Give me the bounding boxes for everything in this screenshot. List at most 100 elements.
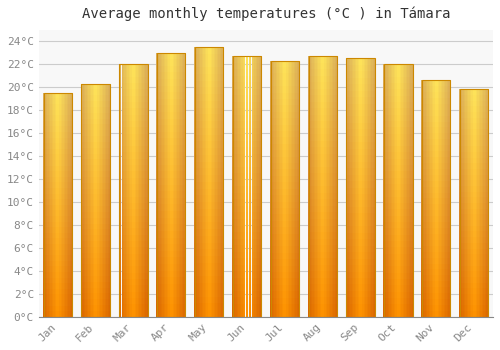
Bar	[174, 198, 176, 204]
Bar	[483, 175, 484, 180]
Bar	[466, 152, 468, 158]
Bar	[288, 118, 290, 125]
Bar	[441, 234, 442, 240]
Bar	[180, 85, 182, 92]
Bar	[129, 108, 130, 114]
Bar	[358, 188, 359, 194]
Bar	[360, 246, 362, 252]
Bar	[88, 84, 90, 89]
Bar	[164, 79, 166, 85]
Bar	[374, 168, 376, 175]
Bar	[97, 159, 98, 165]
Bar	[360, 214, 362, 220]
Bar	[220, 222, 221, 229]
Bar	[212, 74, 214, 80]
Bar	[196, 67, 197, 74]
Bar	[364, 291, 365, 298]
Bar	[288, 266, 290, 272]
Bar	[285, 118, 286, 125]
Bar	[432, 175, 434, 181]
Bar	[174, 59, 176, 66]
Bar	[56, 110, 58, 115]
Bar	[272, 144, 273, 150]
Bar	[134, 279, 135, 285]
Bar	[106, 282, 108, 288]
Bar	[66, 238, 68, 244]
Bar	[164, 224, 166, 231]
Bar	[209, 229, 210, 236]
Bar	[174, 218, 176, 224]
Bar	[291, 80, 292, 86]
Bar	[460, 197, 462, 203]
Bar	[254, 69, 256, 76]
Bar	[84, 200, 85, 206]
Bar	[124, 222, 126, 228]
Bar	[242, 76, 244, 82]
Bar	[282, 131, 284, 138]
Bar	[68, 93, 70, 98]
Bar	[388, 108, 390, 114]
Bar	[100, 124, 102, 130]
Bar	[50, 300, 51, 306]
Bar	[274, 99, 276, 105]
Bar	[362, 310, 364, 317]
Bar	[321, 167, 322, 173]
Bar	[336, 128, 338, 134]
Bar	[91, 276, 92, 282]
Bar	[248, 115, 250, 121]
Bar	[447, 246, 448, 252]
Bar	[58, 194, 59, 199]
Bar	[246, 63, 247, 69]
Bar	[286, 246, 288, 253]
Bar	[196, 107, 197, 114]
Bar	[164, 92, 166, 99]
Bar	[327, 89, 328, 95]
Bar	[128, 203, 129, 209]
Bar	[286, 310, 288, 317]
Bar	[432, 204, 434, 210]
Bar	[294, 125, 296, 131]
Bar	[336, 187, 338, 193]
Bar	[371, 278, 372, 285]
Bar	[402, 247, 403, 254]
Bar	[441, 187, 442, 193]
Bar	[448, 198, 450, 204]
Bar	[214, 121, 215, 128]
Bar	[408, 108, 409, 114]
Bar	[391, 216, 392, 222]
Bar	[161, 198, 162, 204]
Bar	[356, 71, 358, 78]
Bar	[134, 266, 135, 273]
Bar	[298, 112, 300, 118]
Bar	[333, 141, 334, 147]
Bar	[279, 74, 280, 80]
Bar	[397, 64, 398, 70]
Bar	[308, 225, 309, 232]
Bar	[58, 289, 59, 294]
Bar	[123, 279, 124, 285]
Bar	[158, 211, 160, 218]
Bar	[94, 247, 96, 253]
Bar	[324, 212, 326, 219]
Bar	[297, 67, 298, 73]
Bar	[198, 94, 200, 101]
Bar	[91, 247, 92, 253]
Bar	[214, 303, 215, 310]
Bar	[256, 141, 258, 147]
Bar	[280, 208, 282, 214]
Bar	[212, 216, 214, 222]
Bar	[291, 86, 292, 93]
Bar	[206, 283, 208, 290]
Bar	[292, 169, 294, 176]
Bar	[138, 172, 140, 178]
Bar	[459, 248, 460, 254]
Bar	[432, 98, 434, 104]
Bar	[59, 160, 60, 166]
Bar	[246, 219, 247, 225]
Bar	[470, 288, 471, 294]
Bar	[253, 69, 254, 76]
Bar	[438, 187, 439, 193]
Bar	[196, 270, 197, 276]
Bar	[259, 265, 260, 271]
Bar	[242, 167, 244, 173]
